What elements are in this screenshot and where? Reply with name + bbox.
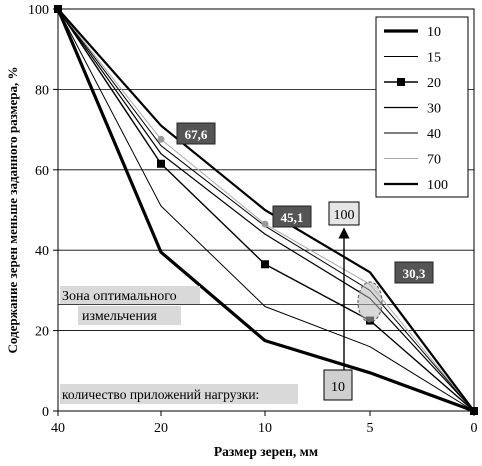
x-axis-title: Размер зерен, мм [214,444,318,459]
legend-label-40: 40 [427,127,441,142]
y-tick-label: 40 [35,244,49,259]
legend-label-70: 70 [427,153,441,168]
svg-text:30,3: 30,3 [403,266,426,281]
marker-70 [157,135,165,143]
x-tick-label: 0 [471,421,478,436]
series-line-10 [56,8,475,413]
marker-20 [157,159,165,168]
load-count-100-box: 100 [328,201,360,226]
y-axis-title: Содержание зерен меньше заданного размер… [5,67,20,354]
optimal-zone-ellipse [357,281,383,323]
svg-text:Зона оптимального: Зона оптимального [62,289,177,304]
x-tick-label: 5 [367,421,374,436]
x-tick-label: 20 [154,421,168,436]
svg-text:количество приложений нагрузки: количество приложений нагрузки: [62,387,259,402]
data-label-67-6: 67,6 [176,122,216,145]
series-line-100 [57,8,475,412]
y-tick-label: 60 [35,164,49,179]
x-tick-label: 40 [51,421,65,436]
marker-70 [261,220,269,228]
svg-text:45,1: 45,1 [281,210,304,225]
legend-label-10: 10 [427,25,441,40]
legend-label-30: 30 [427,102,441,117]
zone-label: Зона оптимального измельчения [60,286,200,325]
axis-ticks: 40 20 10 5 0 0 20 40 60 80 100 [28,3,478,436]
data-label-45-1: 45,1 [272,205,312,228]
svg-text:100: 100 [334,208,355,223]
y-tick-label: 100 [28,3,49,18]
legend-marker-20 [397,78,405,86]
x-tick-label: 10 [258,421,272,436]
svg-text:измельчения: измельчения [82,309,157,324]
load-label: количество приложений нагрузки: [60,384,298,404]
load-count-10-box: 10 [323,369,353,401]
series-line-30 [57,8,475,412]
legend: 10 15 20 30 40 70 100 [375,16,469,198]
legend-label-100: 100 [427,178,448,193]
y-tick-label: 80 [35,83,49,98]
svg-text:10: 10 [331,380,345,395]
y-tick-label: 20 [35,325,49,340]
marker-20 [261,260,269,269]
legend-label-20: 20 [427,76,441,91]
y-tick-label: 0 [42,405,49,420]
series-line-15 [57,8,475,412]
data-label-30-3: 30,3 [394,261,434,284]
legend-label-15: 15 [427,51,441,66]
svg-text:67,6: 67,6 [185,127,208,142]
